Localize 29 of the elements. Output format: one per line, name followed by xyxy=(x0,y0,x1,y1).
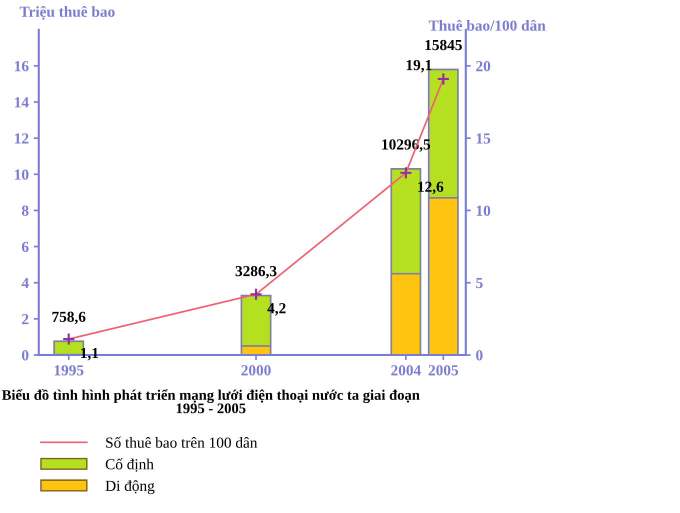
y-tick-label: 8 xyxy=(22,206,29,216)
y-tick-label: 4 xyxy=(22,278,29,288)
y2-tick-label: 0 xyxy=(476,350,483,360)
annotation: 3286,3 xyxy=(236,266,277,278)
legend-label: Di động xyxy=(106,480,154,494)
y-tick-label: 2 xyxy=(22,314,28,324)
y-tick-label: 12 xyxy=(14,133,28,144)
y2-tick-label: 5 xyxy=(476,278,483,288)
x-tick-label: 2004 xyxy=(391,365,421,376)
y-tick-label: 10 xyxy=(14,169,28,180)
annotation: 758,6 xyxy=(52,312,86,324)
y2-tick-label: 15 xyxy=(476,133,490,144)
y-tick-label: 16 xyxy=(14,61,29,72)
text: Biểu đồ tình hình phát triển mạng lưới điện thoại nước ta giai đoạn 1995 - 2005 xyxy=(2,389,420,414)
y-axis-title: Triệu thuê bao xyxy=(20,6,115,20)
x-tick-label: 2000 xyxy=(241,365,271,376)
x-tick-label: 2005 xyxy=(428,365,458,376)
y-tick-label: 14 xyxy=(14,97,29,108)
y2-tick-label: 20 xyxy=(476,61,490,72)
y2-axis-title: Thuê bao/100 dân xyxy=(428,20,546,31)
y-tick-label: 0 xyxy=(22,350,28,360)
legend-label: Số thuê bao trên 100 dân xyxy=(106,436,258,448)
y-tick-label: 6 xyxy=(22,242,29,252)
x-tick-label: 1995 xyxy=(54,365,84,376)
legend-label: Cố định xyxy=(106,458,154,472)
y2-tick-label: 10 xyxy=(476,206,490,216)
annotation: 15845 xyxy=(425,40,462,50)
data-label: 1,1 xyxy=(81,348,98,360)
data-label: 19,1 xyxy=(406,60,432,72)
